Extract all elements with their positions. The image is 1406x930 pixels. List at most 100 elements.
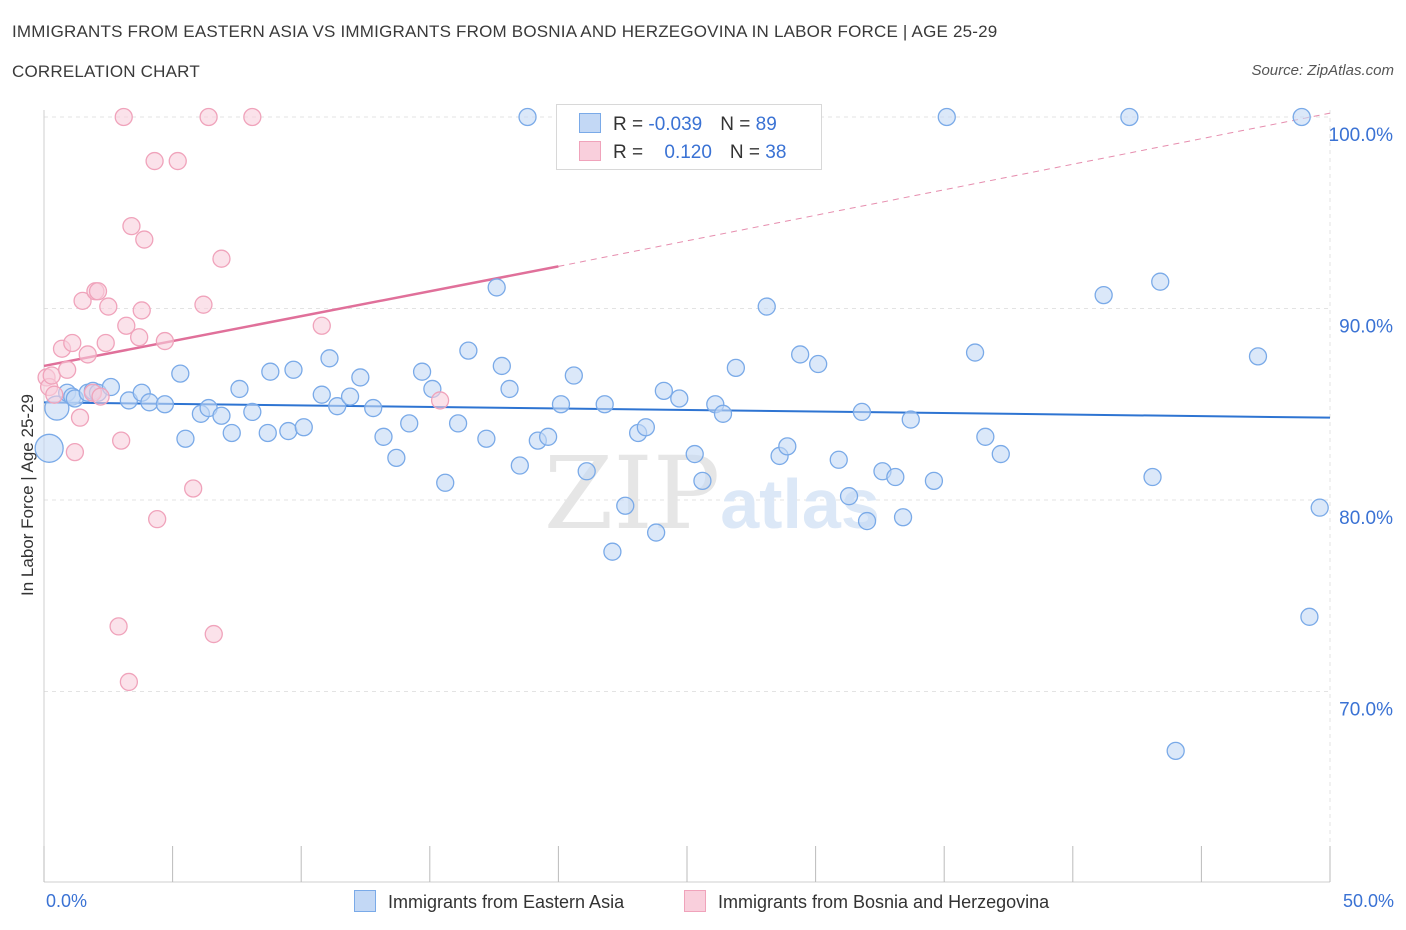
point-bosnia xyxy=(78,345,97,364)
chart-title: IMMIGRANTS FROM EASTERN ASIA VS IMMIGRAN… xyxy=(12,22,998,41)
legend-row-eastern-asia: R = -0.039 N = 89 xyxy=(579,113,777,136)
point-bosnia xyxy=(42,366,61,385)
point-eastern-asia xyxy=(976,427,995,446)
bottom-legend-bosnia: Immigrants from Bosnia and Herzegovina xyxy=(684,890,1049,913)
point-bosnia xyxy=(109,617,128,636)
bottom-legend-eastern-asia: Immigrants from Eastern Asia xyxy=(354,890,624,913)
point-eastern-asia xyxy=(1300,607,1319,626)
bottom-legend-label-bosnia: Immigrants from Bosnia and Herzegovina xyxy=(718,892,1050,912)
point-eastern-asia xyxy=(436,473,455,492)
point-eastern-asia xyxy=(340,387,360,406)
point-eastern-asia xyxy=(284,360,303,379)
axes xyxy=(43,110,1331,883)
n-value-eastern-asia: 89 xyxy=(755,114,777,135)
point-bosnia xyxy=(148,510,167,529)
point-eastern-asia xyxy=(1310,498,1329,517)
point-eastern-asia xyxy=(791,345,810,364)
point-eastern-asia xyxy=(294,418,313,437)
point-bosnia xyxy=(88,282,108,301)
point-eastern-asia xyxy=(726,358,746,378)
x-tick-label-max: 50.0% xyxy=(1342,891,1394,911)
point-bosnia xyxy=(122,217,141,236)
point-eastern-asia xyxy=(991,444,1010,464)
point-eastern-asia xyxy=(320,349,339,368)
point-eastern-asia xyxy=(1166,741,1185,761)
point-bosnia xyxy=(312,316,331,335)
legend-swatch-eastern-asia xyxy=(579,113,601,133)
point-eastern-asia xyxy=(646,523,666,542)
chart-subtitle: CORRELATION CHART xyxy=(12,62,200,81)
point-eastern-asia xyxy=(258,423,277,443)
point-bosnia xyxy=(119,672,139,692)
point-bosnia xyxy=(57,360,77,379)
point-eastern-asia xyxy=(351,368,370,387)
point-eastern-asia xyxy=(595,395,614,414)
trend-line-bosnia xyxy=(43,265,559,368)
point-eastern-asia xyxy=(809,354,828,374)
point-bosnia xyxy=(168,151,187,171)
point-eastern-asia xyxy=(492,356,511,376)
point-eastern-asia xyxy=(693,471,712,491)
point-bosnia xyxy=(70,408,90,427)
point-eastern-asia xyxy=(857,511,877,531)
r-value-bosnia: 0.120 xyxy=(664,142,712,163)
point-bosnia xyxy=(155,331,175,351)
point-eastern-asia xyxy=(477,429,496,448)
point-bosnia xyxy=(65,442,85,462)
point-eastern-asia xyxy=(518,107,537,127)
point-eastern-asia xyxy=(924,471,944,491)
point-eastern-asia xyxy=(937,107,956,127)
point-bosnia xyxy=(91,387,110,406)
point-bosnia xyxy=(204,624,223,644)
point-bosnia xyxy=(194,295,213,314)
point-bosnia xyxy=(96,333,115,353)
y-tick-labels: 100.0% 90.0% 80.0% 70.0% xyxy=(1329,125,1394,721)
point-bosnia xyxy=(132,301,151,320)
point-eastern-asia xyxy=(603,542,622,561)
point-eastern-asia xyxy=(893,508,913,527)
point-eastern-asia xyxy=(636,418,655,437)
point-bosnia xyxy=(145,151,164,171)
y-tick-label: 100.0% xyxy=(1329,125,1394,146)
point-bosnia xyxy=(112,431,131,450)
point-eastern-asia xyxy=(1151,272,1170,291)
point-eastern-asia xyxy=(364,398,383,418)
point-eastern-asia xyxy=(176,429,195,448)
svg-text:atlas: atlas xyxy=(720,465,880,543)
trend-line-eastern-asia xyxy=(43,401,1331,419)
y-tick-label: 90.0% xyxy=(1339,317,1393,338)
point-eastern-asia xyxy=(155,395,175,414)
data-points xyxy=(34,107,1329,761)
point-eastern-asia xyxy=(140,393,159,412)
bottom-legend-swatch-eastern-asia xyxy=(354,890,376,912)
point-bosnia xyxy=(45,385,64,404)
point-eastern-asia xyxy=(279,421,298,441)
point-eastern-asia xyxy=(577,462,596,481)
point-eastern-asia xyxy=(670,389,689,408)
point-eastern-asia xyxy=(965,343,985,362)
point-bosnia xyxy=(130,328,149,347)
point-eastern-asia xyxy=(400,414,419,433)
y-tick-label: 70.0% xyxy=(1339,700,1393,721)
point-eastern-asia xyxy=(487,278,506,297)
point-eastern-asia xyxy=(564,366,583,385)
point-eastern-asia xyxy=(448,414,468,433)
point-bosnia xyxy=(199,107,218,127)
n-value-bosnia: 38 xyxy=(765,142,787,163)
r-value-eastern-asia: -0.039 xyxy=(648,114,703,135)
point-eastern-asia xyxy=(510,456,529,475)
point-bosnia xyxy=(243,107,262,127)
point-eastern-asia xyxy=(1120,107,1139,127)
point-eastern-asia xyxy=(500,379,519,399)
x-tick-label-min: 0.0% xyxy=(46,891,88,911)
point-bosnia xyxy=(135,230,154,249)
y-tick-label: 80.0% xyxy=(1339,508,1393,529)
point-eastern-asia xyxy=(1248,347,1268,366)
point-eastern-asia xyxy=(374,427,393,446)
point-eastern-asia xyxy=(852,402,872,422)
point-bosnia xyxy=(63,333,82,353)
point-eastern-asia xyxy=(757,297,776,316)
point-eastern-asia xyxy=(34,433,64,463)
stats-legend: R = -0.039 N = 89 R = 0.120 N = 38 xyxy=(556,104,822,170)
point-eastern-asia xyxy=(1143,467,1162,487)
